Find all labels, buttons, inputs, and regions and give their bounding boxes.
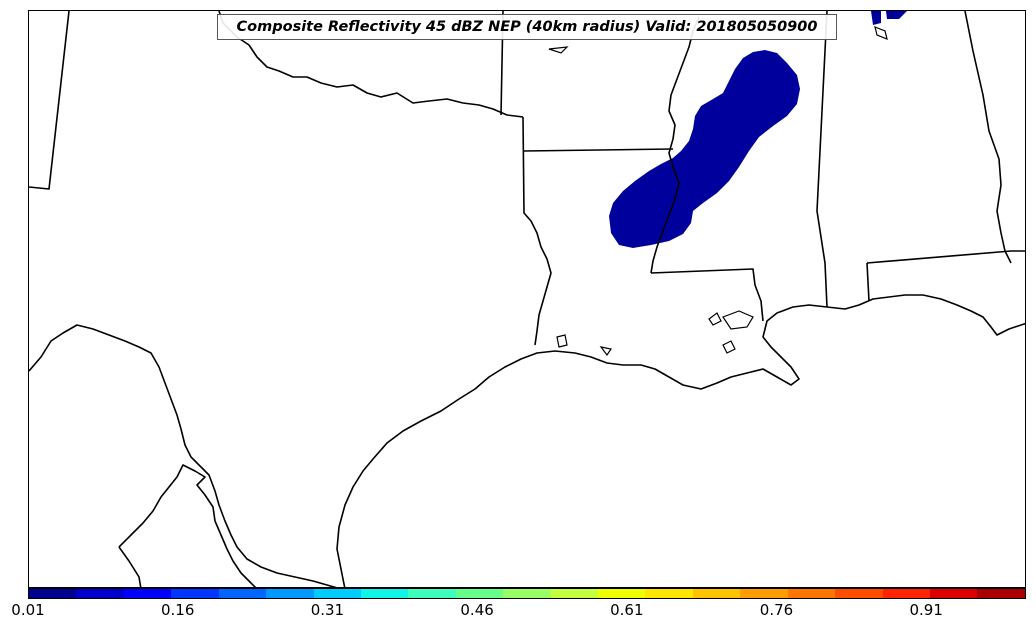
colorbar-swatch [171,589,219,598]
colorbar-swatch [692,589,741,598]
island-1 [708,312,722,326]
lake-pontchartrain [722,310,754,330]
ms-al-boundary [816,11,828,308]
al-ga-boundary [964,11,1012,264]
al-fl-boundary-2 [866,262,870,302]
red-river-boundary [218,11,524,118]
colorbar-swatch [503,589,551,598]
colorbar-swatch [360,589,409,598]
map-frame [28,10,1026,588]
colorbar-swatch [313,589,361,598]
lake-3 [556,334,568,348]
colorbar-swatch [76,589,124,598]
colorbar-swatch [930,589,978,598]
colorbar-tick-label: 0.91 [909,601,943,619]
mississippi-river [650,16,700,274]
colorbar-tick-label: 0.46 [460,601,494,619]
lake-5 [874,26,888,40]
colorbar-swatch [218,589,267,598]
mexico-state-boundary-1 [29,11,70,190]
colorbar-tick-label: 0.61 [610,601,644,619]
colorbar-tick-label: 0.31 [310,601,345,619]
colorbar-tick-label: 0.01 [11,601,45,619]
colorbar [28,588,1026,599]
rio-grande-boundary [29,324,337,587]
colorbar-swatch [835,589,883,598]
al-fl-boundary [866,250,1025,264]
la-ms-boundary [650,268,764,322]
colorbar-tick-label: 0.16 [160,601,195,619]
colorbar-swatch [882,589,931,598]
colorbar-swatch [29,589,77,598]
colorbar-tick-label: 0.76 [759,601,794,619]
mexico-state-boundary-3 [118,546,142,587]
probability-region-north [871,11,907,25]
tx-la-boundary [522,116,552,346]
colorbar-swatch [598,589,646,598]
ar-la-boundary [523,148,674,152]
map-title: Composite Reflectivity 45 dBZ NEP (40km … [217,14,837,40]
colorbar-swatch [123,589,172,598]
colorbar-swatch [645,589,693,598]
lake-1 [722,340,736,354]
lake-2 [599,346,612,357]
colorbar-swatch [787,589,836,598]
colorbar-swatch [740,589,788,598]
colorbar-swatch [266,589,314,598]
map-canvas [29,11,1025,587]
colorbar-swatch [455,589,504,598]
lake-4 [548,46,569,54]
gulf-coastline [336,294,1025,587]
probability-region [609,50,800,248]
colorbar-swatch [408,589,456,598]
colorbar-swatch [550,589,599,598]
colorbar-swatch [977,589,1025,598]
mexico-state-boundary-2 [118,464,257,587]
